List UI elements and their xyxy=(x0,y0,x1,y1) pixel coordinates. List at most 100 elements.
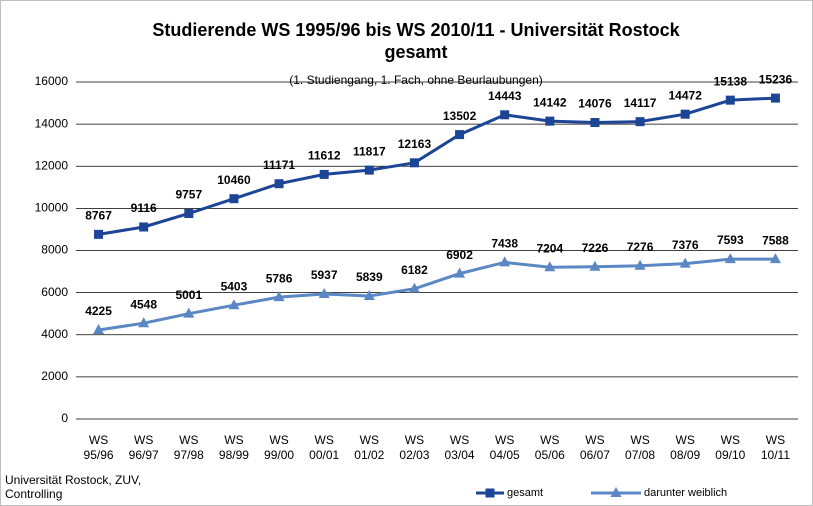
y-tick-label: 8000 xyxy=(41,243,68,257)
x-tick-label: WS 08/09 xyxy=(670,433,701,462)
marker xyxy=(679,257,691,268)
data-label: 5937 xyxy=(311,268,338,282)
data-label: 12163 xyxy=(398,137,432,151)
x-tick-label: WS 10/11 xyxy=(760,433,790,462)
marker xyxy=(769,253,781,264)
series-line xyxy=(98,96,776,236)
marker xyxy=(273,291,285,302)
y-tick-label: 14000 xyxy=(35,116,69,130)
marker xyxy=(139,222,149,232)
marker xyxy=(363,290,375,301)
marker xyxy=(610,487,622,497)
data-label: 7376 xyxy=(672,238,699,252)
marker xyxy=(319,169,329,179)
marker xyxy=(138,317,150,328)
marker xyxy=(499,256,511,267)
x-tick-label: WS 98/99 xyxy=(218,433,249,462)
data-label: 7438 xyxy=(491,237,518,251)
legend-label: darunter weiblich xyxy=(644,487,727,499)
marker xyxy=(485,488,495,498)
marker xyxy=(93,324,105,335)
data-label: 14117 xyxy=(624,96,657,110)
marker xyxy=(408,282,420,293)
y-tick-label: 16000 xyxy=(35,74,69,88)
data-label: 5839 xyxy=(356,270,383,284)
data-label: 6182 xyxy=(401,263,428,277)
marker xyxy=(274,179,284,189)
data-label: 14472 xyxy=(669,88,703,102)
data-label: 7204 xyxy=(536,241,563,255)
x-tick-label: WS 04/05 xyxy=(489,433,520,462)
y-tick-label: 12000 xyxy=(35,158,69,172)
marker xyxy=(544,261,556,272)
data-label: 13502 xyxy=(443,109,477,123)
x-tick-label: WS 07/08 xyxy=(625,433,656,462)
x-tick-label: WS 02/03 xyxy=(399,433,430,462)
data-label: 7226 xyxy=(582,241,609,255)
data-label: 4225 xyxy=(85,304,112,318)
data-label: 5001 xyxy=(175,288,202,302)
x-tick-label: WS 00/01 xyxy=(309,433,340,462)
marker xyxy=(500,110,510,120)
marker xyxy=(589,260,601,271)
x-tick-label: WS 09/10 xyxy=(715,433,746,462)
marker xyxy=(725,95,735,105)
marker xyxy=(364,165,374,175)
data-label: 14076 xyxy=(578,97,612,111)
data-label: 9757 xyxy=(175,188,202,202)
data-label: 9116 xyxy=(131,201,157,215)
data-label: 14443 xyxy=(488,89,522,103)
marker xyxy=(229,194,239,204)
y-tick-label: 10000 xyxy=(35,201,69,215)
y-tick-label: 2000 xyxy=(41,369,68,383)
data-label: 10460 xyxy=(217,173,251,187)
source-note: Universität Rostock, ZUV, Controlling xyxy=(5,473,142,501)
y-tick-label: 6000 xyxy=(41,285,68,299)
data-label: 11171 xyxy=(263,158,295,172)
x-tick-label: WS 99/00 xyxy=(264,433,295,462)
y-tick-label: 4000 xyxy=(41,327,68,341)
x-tick-label: WS 06/07 xyxy=(579,433,610,462)
marker xyxy=(228,299,240,310)
x-tick-label: WS 05/06 xyxy=(534,433,565,462)
data-label: 6902 xyxy=(446,248,473,262)
x-tick-label: WS 01/02 xyxy=(354,433,385,462)
data-label: 5403 xyxy=(221,279,248,293)
data-label: 7593 xyxy=(717,233,744,247)
marker xyxy=(770,93,780,103)
y-tick-label: 0 xyxy=(61,411,68,425)
marker xyxy=(183,307,195,318)
marker xyxy=(545,116,555,126)
data-label: 15236 xyxy=(759,72,793,86)
marker xyxy=(590,118,600,128)
subtitle: (1. Studiengang, 1. Fach, ohne Beurlaubu… xyxy=(289,73,543,87)
x-tick-label: WS 95/96 xyxy=(83,433,114,462)
data-label: 8767 xyxy=(85,209,112,223)
marker xyxy=(409,158,419,168)
data-label: 7588 xyxy=(762,233,789,247)
x-tick-label: WS 03/04 xyxy=(444,433,475,462)
marker xyxy=(318,287,330,298)
marker xyxy=(454,267,466,278)
marker xyxy=(634,259,646,270)
series-line xyxy=(98,257,776,332)
marker xyxy=(680,109,690,119)
data-label: 15138 xyxy=(714,74,748,88)
marker xyxy=(455,130,465,140)
marker xyxy=(94,229,104,239)
marker xyxy=(184,208,194,218)
data-label: 7276 xyxy=(627,240,654,254)
x-tick-label: WS 97/98 xyxy=(173,433,204,462)
chart-title: Studierende WS 1995/96 bis WS 2010/11 - … xyxy=(152,20,680,62)
data-label: 11612 xyxy=(308,149,341,163)
legend-label: gesamt xyxy=(507,487,543,499)
data-label: 5786 xyxy=(266,271,293,285)
data-label: 11817 xyxy=(353,144,386,158)
data-label: 14142 xyxy=(533,95,567,109)
marker xyxy=(724,253,736,264)
marker xyxy=(635,117,645,127)
data-label: 4548 xyxy=(130,297,157,311)
x-tick-label: WS 96/97 xyxy=(128,433,159,462)
